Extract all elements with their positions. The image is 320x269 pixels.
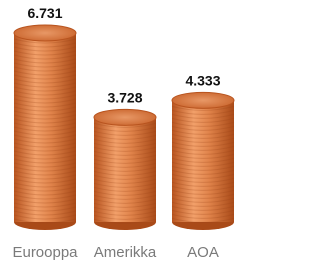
chart: 6.731 Eurooppa 3.728 Amerikka 4.333 AOA [0,0,279,269]
cylinder-top [172,92,234,108]
cylinder-top [14,25,76,41]
value-label: 3.728 [107,89,142,105]
value-label: 6.731 [27,5,62,21]
cylinder-top [94,109,156,125]
value-label: 4.333 [185,72,220,88]
category-label: Amerikka [94,244,157,261]
category-label: AOA [187,244,219,261]
category-label: Eurooppa [12,244,78,261]
